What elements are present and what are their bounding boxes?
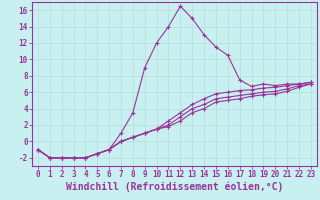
X-axis label: Windchill (Refroidissement éolien,°C): Windchill (Refroidissement éolien,°C): [66, 182, 283, 192]
